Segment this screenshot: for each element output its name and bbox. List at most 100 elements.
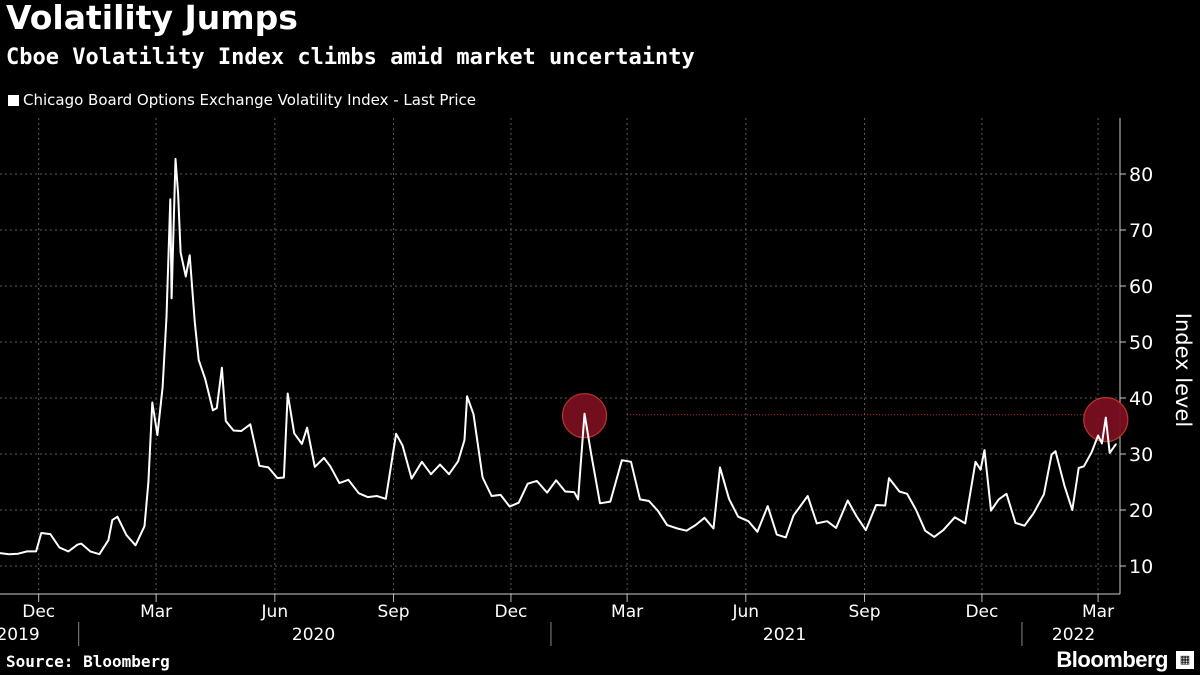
data-point-2	[17, 553, 19, 555]
x-tick-label-2: Jun	[261, 602, 289, 622]
data-point-61	[421, 461, 423, 463]
x-tick-label-6: Jun	[732, 602, 760, 622]
data-point-99	[747, 520, 749, 522]
chart-subtitle: Cboe Volatility Index climbs amid market…	[6, 45, 695, 70]
data-point-104	[792, 515, 795, 517]
data-point-78	[564, 490, 566, 493]
data-point-109	[847, 499, 849, 502]
data-point-1	[8, 553, 10, 555]
data-point-40	[249, 423, 251, 425]
x-tick-label-1: Mar	[140, 602, 172, 622]
data-point-18	[143, 525, 146, 527]
data-point-5	[40, 532, 42, 534]
data-point-64	[448, 473, 450, 475]
data-point-0	[0, 552, 1, 554]
data-point-143	[1109, 452, 1111, 454]
series-line-0	[0, 157, 1117, 556]
year-label-2019: 2019	[0, 625, 40, 645]
data-point-113	[884, 504, 886, 507]
data-point-56	[376, 495, 378, 497]
data-point-114	[888, 477, 890, 479]
data-point-75	[536, 480, 538, 482]
y-tick-label-40: 40	[1129, 388, 1153, 410]
data-point-34	[212, 409, 214, 411]
data-point-68	[472, 413, 475, 415]
data-point-11	[89, 550, 91, 553]
data-point-106	[816, 522, 818, 525]
data-point-137	[1078, 467, 1080, 469]
data-point-81	[583, 413, 586, 415]
data-point-6	[49, 533, 51, 535]
data-point-28	[180, 251, 182, 253]
data-point-77	[555, 479, 557, 481]
data-point-96	[719, 466, 721, 469]
data-point-65	[457, 460, 459, 462]
data-point-21	[156, 434, 159, 436]
data-point-73	[518, 502, 520, 504]
x-tick-label-5: Mar	[611, 602, 643, 622]
data-point-45	[287, 392, 289, 395]
data-point-129	[1014, 522, 1017, 524]
data-point-135	[1063, 485, 1066, 487]
data-point-27	[177, 193, 179, 195]
x-tick-label-7: Sep	[848, 602, 880, 622]
data-point-66	[463, 439, 466, 441]
data-point-8	[67, 550, 69, 553]
data-point-128	[1005, 493, 1008, 495]
data-point-23	[165, 316, 168, 318]
data-point-33	[204, 378, 206, 380]
data-point-95	[712, 527, 715, 530]
data-point-111	[865, 529, 867, 531]
data-point-36	[221, 367, 223, 369]
data-point-121	[954, 516, 956, 518]
data-point-93	[694, 524, 697, 526]
data-point-126	[990, 509, 992, 512]
data-point-140	[1097, 434, 1099, 437]
data-point-108	[835, 527, 837, 529]
data-point-138	[1083, 465, 1085, 467]
data-point-127	[998, 498, 1000, 500]
data-point-118	[924, 530, 926, 532]
data-point-13	[107, 539, 109, 541]
data-point-116	[906, 493, 908, 495]
data-point-79	[573, 491, 575, 493]
year-label-2022: 2022	[1052, 625, 1095, 645]
y-tick-label-70: 70	[1129, 220, 1153, 242]
terminal-icon: ▦	[1176, 651, 1194, 669]
data-point-35	[216, 407, 218, 409]
data-point-7	[58, 546, 60, 549]
data-point-144	[1115, 443, 1117, 445]
data-point-31	[194, 321, 196, 323]
data-point-136	[1071, 509, 1073, 511]
data-point-80	[577, 498, 579, 500]
data-point-120	[942, 529, 944, 531]
data-point-15	[116, 516, 119, 518]
data-point-30	[189, 254, 191, 256]
legend-label: Chicago Board Options Exchange Volatilit…	[23, 91, 477, 109]
data-point-3	[26, 550, 28, 553]
chart-title: Volatility Jumps	[6, 0, 298, 37]
data-point-52	[338, 482, 340, 484]
data-point-84	[609, 501, 611, 503]
data-point-12	[98, 553, 100, 555]
data-point-133	[1051, 453, 1053, 456]
y-tick-label-60: 60	[1129, 276, 1153, 298]
data-point-9	[76, 544, 79, 546]
data-point-32	[198, 359, 200, 361]
data-point-62	[430, 473, 432, 475]
data-point-39	[240, 430, 242, 432]
data-point-94	[703, 517, 706, 519]
data-point-60	[411, 478, 413, 480]
data-point-25	[171, 297, 173, 299]
data-point-125	[983, 449, 986, 451]
x-tick-label-9: Mar	[1082, 602, 1114, 622]
data-point-17	[134, 544, 137, 546]
data-point-100	[756, 531, 759, 533]
data-point-43	[276, 477, 279, 479]
data-point-117	[915, 509, 917, 511]
x-tick-label-4: Dec	[495, 602, 528, 622]
data-point-76	[546, 492, 548, 494]
data-point-55	[367, 496, 369, 498]
data-point-58	[395, 433, 397, 435]
data-point-72	[509, 506, 511, 508]
